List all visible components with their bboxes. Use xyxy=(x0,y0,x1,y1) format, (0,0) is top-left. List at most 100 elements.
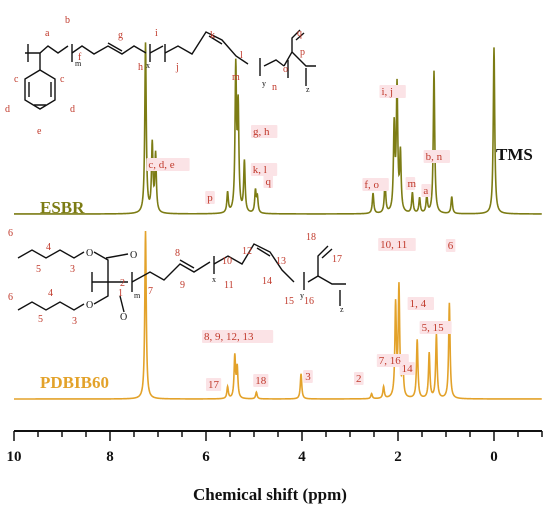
peak-annotation-bg xyxy=(362,178,389,191)
svg-text:z: z xyxy=(306,85,310,94)
svg-text:10: 10 xyxy=(222,256,232,267)
x-tick-label: 0 xyxy=(490,449,498,465)
series-line-esbr xyxy=(14,42,542,215)
peak-annotation-bg xyxy=(421,184,431,197)
spectra-group xyxy=(14,42,542,400)
svg-text:4: 4 xyxy=(46,242,51,253)
svg-text:z: z xyxy=(340,305,344,314)
svg-text:x: x xyxy=(146,61,150,70)
peak-annotation: 2 xyxy=(356,373,362,385)
x-tick-label: 8 xyxy=(106,449,114,465)
svg-text:12: 12 xyxy=(242,246,252,257)
svg-text:14: 14 xyxy=(262,276,272,287)
svg-text:13: 13 xyxy=(276,256,286,267)
svg-text:9: 9 xyxy=(180,280,185,291)
svg-text:m: m xyxy=(232,72,240,83)
peak-annotation: p xyxy=(207,192,213,204)
peak-annotation: 18 xyxy=(255,375,267,387)
peak-annotation-bg xyxy=(263,175,274,188)
svg-text:2: 2 xyxy=(120,278,125,289)
svg-text:O: O xyxy=(130,250,137,261)
peak-annotation-bg xyxy=(303,370,313,383)
peak-annotation-bg xyxy=(250,163,278,176)
peak-annotation: 14 xyxy=(402,363,414,375)
svg-text:11: 11 xyxy=(224,280,234,291)
svg-text:b: b xyxy=(65,15,70,26)
svg-text:n: n xyxy=(272,82,277,93)
peak-annotation: q xyxy=(265,176,271,188)
svg-text:6: 6 xyxy=(8,292,13,303)
x-tick-label: 6 xyxy=(202,449,210,465)
peak-annotation-bg xyxy=(405,177,416,190)
svg-text:k: k xyxy=(210,30,215,41)
peak-annotation: 5, 15 xyxy=(422,322,445,334)
peak-annotation: f, o xyxy=(364,179,379,191)
x-axis: 10 8 6 4 2 0 xyxy=(7,430,543,465)
svg-text:d: d xyxy=(70,104,75,115)
svg-text:p: p xyxy=(300,47,305,58)
svg-text:O: O xyxy=(120,312,127,323)
svg-text:O: O xyxy=(86,248,93,259)
svg-text:O: O xyxy=(86,300,93,311)
svg-text:4: 4 xyxy=(48,288,53,299)
svg-text:a: a xyxy=(45,28,50,39)
svg-text:17: 17 xyxy=(332,254,342,265)
svg-text:y: y xyxy=(262,79,266,88)
peak-annotation: m xyxy=(408,178,417,190)
peak-annotation: 7, 16 xyxy=(379,355,402,367)
svg-text:q: q xyxy=(297,28,302,39)
svg-text:3: 3 xyxy=(70,264,75,275)
svg-text:l: l xyxy=(240,50,243,61)
peak-annotation-bg xyxy=(423,150,450,163)
svg-text:18: 18 xyxy=(306,232,316,243)
peak-annotation-bg xyxy=(407,297,434,310)
svg-text:16: 16 xyxy=(304,296,314,307)
pdbib60-structure: O O O O 6 4 5 3 6 4 5 3 1 2 7 8 9 10 11 … xyxy=(8,228,346,327)
peak-annotation-bg xyxy=(399,362,415,375)
peak-annotation-bg xyxy=(419,321,452,334)
svg-text:o: o xyxy=(283,64,288,75)
svg-text:f: f xyxy=(78,52,82,63)
svg-text:5: 5 xyxy=(38,314,43,325)
series-line-pdbib60 xyxy=(14,230,542,400)
peak-annotation: a xyxy=(423,185,428,197)
svg-text:m: m xyxy=(75,59,82,68)
peak-annotation: 10, 11 xyxy=(380,239,407,251)
peak-annotation: g, h xyxy=(253,126,270,138)
svg-text:i: i xyxy=(155,28,158,39)
peak-annotation-bg xyxy=(379,85,406,98)
svg-text:5: 5 xyxy=(36,264,41,275)
peak-annotation-bg xyxy=(146,158,190,171)
peak-annotation-bg xyxy=(251,125,278,138)
x-axis-title: Chemical shift (ppm) xyxy=(193,485,347,504)
svg-text:c: c xyxy=(60,74,65,85)
peak-annotation-bg xyxy=(206,378,222,391)
svg-text:h: h xyxy=(138,62,143,73)
svg-text:1: 1 xyxy=(118,288,123,299)
peak-annotation-bg xyxy=(202,330,274,343)
peak-annotation-bg xyxy=(354,372,364,385)
x-tick-label: 4 xyxy=(298,449,306,465)
svg-text:y: y xyxy=(300,291,304,300)
x-tick-label: 10 xyxy=(7,449,22,465)
svg-text:g: g xyxy=(118,30,123,41)
peak-annotation: 8, 9, 12, 13 xyxy=(204,331,254,343)
esbr-structure: a b c c d d e f g h i j k l m n o p q m … xyxy=(5,15,316,137)
svg-text:e: e xyxy=(37,126,42,137)
peak-annotation: 17 xyxy=(208,379,220,391)
svg-text:6: 6 xyxy=(8,228,13,239)
svg-text:j: j xyxy=(175,62,179,73)
peak-annotation-bg xyxy=(253,374,269,387)
peak-annotation-bg xyxy=(445,239,456,252)
peak-annotation-bg xyxy=(205,191,215,204)
x-tick-label: 2 xyxy=(394,449,402,465)
peak-annotations: c, d, e g, h k, lq p i, j f, o ma b, n 17 8, 9, 1… xyxy=(146,85,456,391)
peak-annotation: b, n xyxy=(426,151,443,163)
peak-annotation: 3 xyxy=(305,371,311,383)
svg-text:8: 8 xyxy=(175,248,180,259)
svg-text:7: 7 xyxy=(148,286,153,297)
svg-text:c: c xyxy=(14,74,19,85)
series-name-esbr: ESBR xyxy=(40,198,85,217)
peak-annotation: c, d, e xyxy=(148,159,174,171)
